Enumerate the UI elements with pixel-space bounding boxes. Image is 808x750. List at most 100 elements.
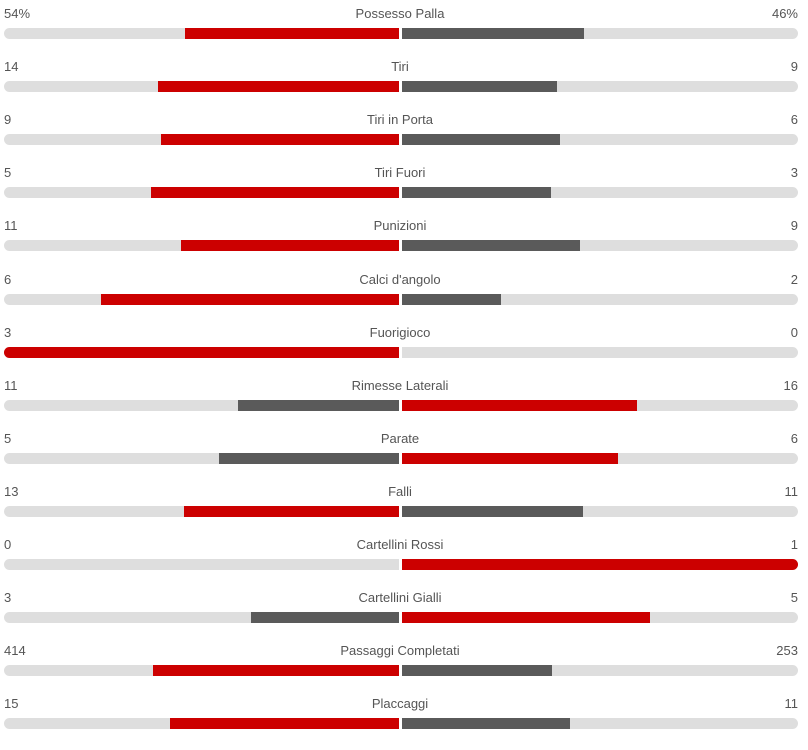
home-value: 3	[4, 324, 12, 340]
home-bar	[158, 81, 400, 93]
away-value: 0	[790, 324, 798, 340]
stat-row: 13 Falli 11	[0, 478, 808, 532]
away-value: 3	[790, 165, 798, 181]
stat-row: 11 Rimesse Laterali 16	[0, 372, 808, 426]
bar-divider	[399, 665, 402, 677]
bar-divider	[399, 81, 402, 93]
away-bar	[402, 505, 583, 517]
stat-label: Rimesse Laterali	[351, 377, 449, 393]
home-bar	[184, 505, 400, 517]
bar-divider	[399, 240, 402, 252]
bar-divider	[399, 452, 402, 464]
stat-bar-track	[4, 559, 798, 570]
stat-bar-track	[4, 612, 798, 624]
away-bar	[402, 28, 584, 39]
bar-divider	[399, 559, 402, 570]
home-bar	[153, 665, 400, 677]
stat-label: Punizioni	[373, 218, 427, 234]
stat-bar-track	[4, 134, 798, 146]
home-bar	[219, 452, 400, 464]
home-value: 414	[4, 643, 26, 659]
stat-row: 14 Tiri 9	[0, 53, 808, 107]
stat-label: Passaggi Completati	[340, 643, 460, 659]
stat-bar-track	[4, 665, 798, 677]
stat-row: 9 Tiri in Porta 6	[0, 106, 808, 160]
away-bar	[402, 81, 557, 93]
bar-divider	[399, 187, 402, 199]
away-bar	[402, 134, 560, 146]
home-value: 6	[4, 271, 12, 287]
home-value: 3	[4, 590, 12, 606]
home-bar	[238, 399, 400, 411]
away-value: 16	[783, 377, 798, 393]
home-bar	[170, 718, 400, 730]
stat-bar-track	[4, 399, 798, 411]
stat-bar-track	[4, 240, 798, 252]
bar-divider	[399, 28, 402, 39]
away-bar	[402, 399, 637, 411]
bar-divider	[399, 399, 402, 411]
stat-bar-track	[4, 452, 798, 464]
home-bar	[185, 28, 400, 39]
stat-row: 0 Cartellini Rossi 1	[0, 531, 808, 585]
home-value: 15	[4, 696, 19, 712]
bar-divider	[399, 293, 402, 305]
stat-bar-track	[4, 28, 798, 39]
stat-label: Fuorigioco	[369, 324, 431, 340]
stat-label: Parate	[380, 430, 420, 446]
stat-bar-track	[4, 81, 798, 93]
away-bar	[402, 718, 570, 730]
stat-label: Tiri	[391, 59, 409, 75]
home-value: 5	[4, 165, 12, 181]
home-bar	[181, 240, 400, 252]
bar-divider	[399, 134, 402, 146]
bar-divider	[399, 346, 402, 358]
stat-row: 5 Tiri Fuori 3	[0, 159, 808, 213]
away-value: 9	[790, 218, 798, 234]
stat-label: Placcaggi	[371, 696, 429, 712]
away-bar	[402, 240, 580, 252]
bar-divider	[399, 612, 402, 624]
bar-divider	[399, 718, 402, 730]
away-bar	[402, 452, 618, 464]
stat-label: Possesso Palla	[355, 6, 445, 21]
away-value: 6	[790, 112, 798, 128]
away-value: 253	[776, 643, 798, 659]
stat-bar-track	[4, 187, 798, 199]
away-value: 46%	[771, 6, 798, 21]
home-value: 13	[4, 483, 19, 499]
stat-row: 3 Cartellini Gialli 5	[0, 584, 808, 638]
stat-bar-track	[4, 718, 798, 730]
home-value: 0	[4, 537, 12, 552]
home-bar	[4, 346, 400, 358]
stat-bar-track	[4, 505, 798, 517]
away-value: 6	[790, 430, 798, 446]
home-bar	[251, 612, 400, 624]
away-value: 11	[784, 483, 799, 499]
stat-label: Falli	[388, 483, 412, 499]
away-value: 9	[790, 59, 798, 75]
away-bar	[402, 559, 798, 570]
stat-row: 6 Calci d'angolo 2	[0, 266, 808, 320]
stat-row: 15 Placcaggi 11	[0, 690, 808, 744]
away-value: 1	[790, 537, 798, 552]
home-value: 11	[4, 377, 18, 393]
bar-divider	[399, 505, 402, 517]
away-bar	[402, 187, 551, 199]
home-value: 11	[4, 218, 18, 234]
away-value: 5	[790, 590, 798, 606]
stat-label: Tiri in Porta	[367, 112, 433, 128]
home-value: 9	[4, 112, 12, 128]
away-value: 2	[790, 271, 798, 287]
away-bar	[402, 293, 501, 305]
stat-row: 11 Punizioni 9	[0, 212, 808, 266]
stat-bar-track	[4, 346, 798, 358]
away-bar	[402, 612, 650, 624]
home-bar	[101, 293, 400, 305]
stat-bar-track	[4, 293, 798, 305]
away-value: 11	[784, 696, 799, 712]
home-value: 5	[4, 430, 12, 446]
stat-row: 3 Fuorigioco 0	[0, 319, 808, 373]
stat-row: 5 Parate 6	[0, 425, 808, 479]
